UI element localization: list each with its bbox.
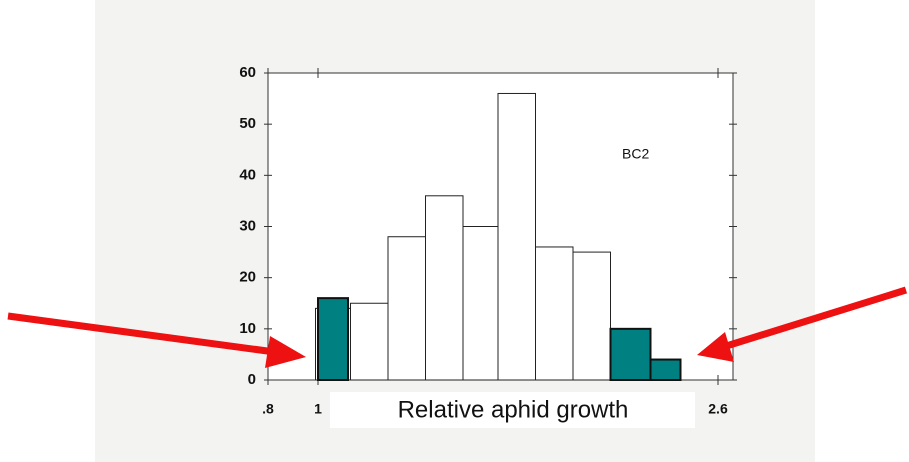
y-tick-label: 0 — [248, 371, 256, 388]
plot: 0 10 20 30 40 50 60 .8 1 2.6 — [239, 64, 737, 417]
highlight-bar — [649, 358, 682, 381]
highlight-bar — [317, 297, 349, 381]
bar — [387, 236, 426, 381]
x-axis-label: Relative aphid growth — [398, 396, 629, 423]
left-arrow — [7, 312, 306, 368]
x-tick-label: 2.6 — [708, 401, 728, 417]
right-arrow — [697, 286, 908, 362]
x-tick-label: 1 — [314, 401, 322, 417]
highlight-bar — [609, 327, 652, 382]
bar — [425, 195, 464, 381]
y-tick-label: 40 — [239, 166, 256, 183]
y-tick-label: 10 — [239, 320, 256, 337]
x-tick-label: .8 — [262, 401, 274, 417]
bar — [462, 226, 499, 381]
y-tick-label: 50 — [239, 115, 256, 132]
annotation: BC2 — [622, 146, 649, 162]
y-tick-label: 30 — [239, 217, 256, 234]
label-backdrop — [330, 392, 695, 428]
y-tick-label: 60 — [239, 64, 256, 81]
bar — [350, 302, 389, 381]
bar — [497, 92, 536, 381]
y-tick-label: 20 — [239, 269, 256, 286]
bar — [572, 251, 611, 381]
bar — [535, 246, 574, 381]
